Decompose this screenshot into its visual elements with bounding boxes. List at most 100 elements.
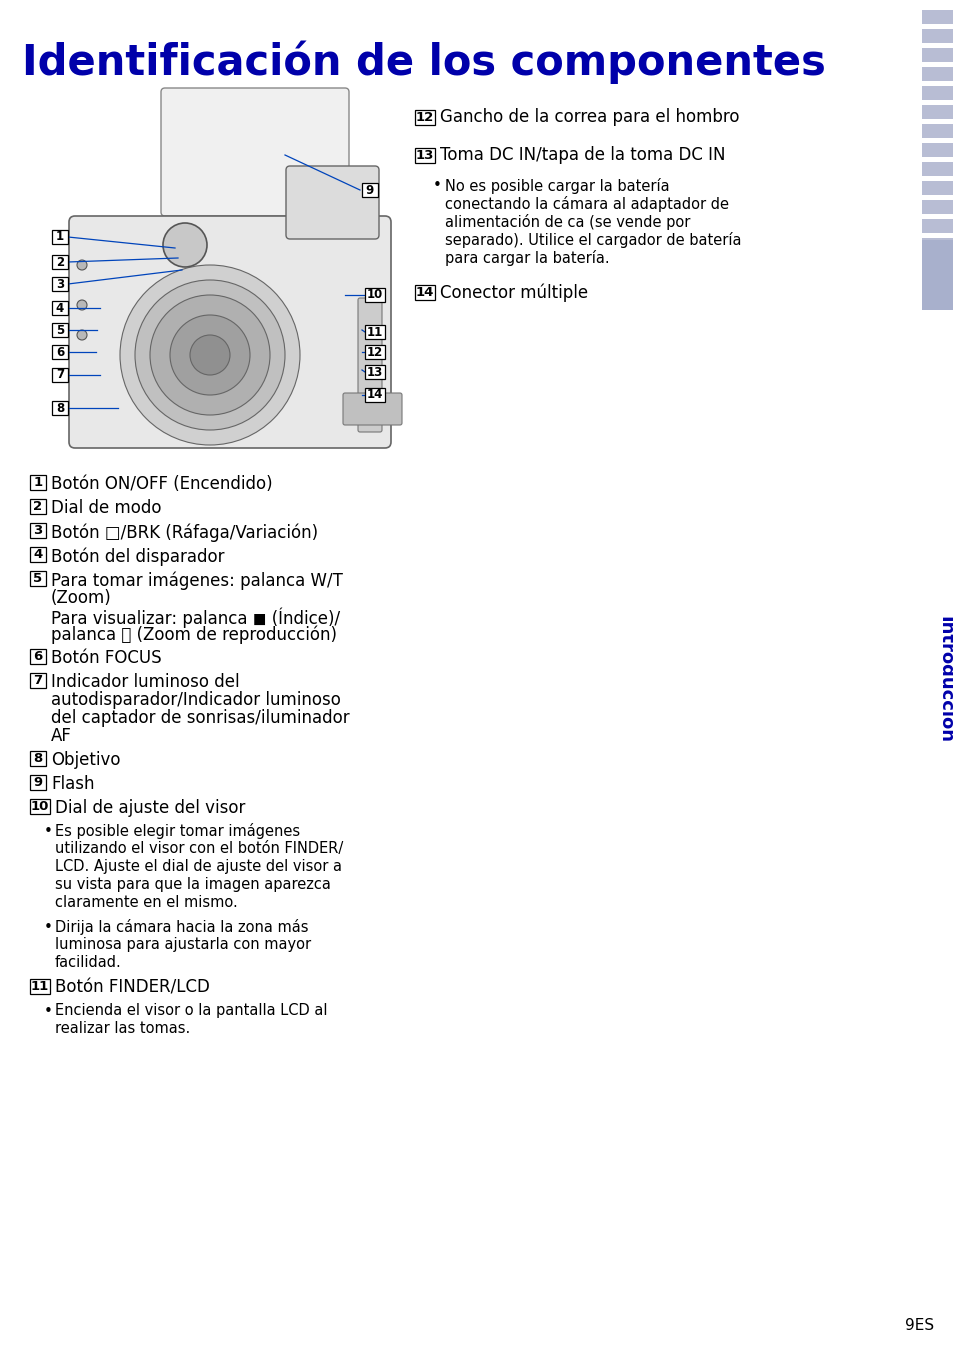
Circle shape <box>190 335 230 375</box>
Bar <box>415 285 435 300</box>
Text: Conector múltiple: Conector múltiple <box>439 284 587 301</box>
Text: Dial de ajuste del visor: Dial de ajuste del visor <box>55 799 245 817</box>
Bar <box>365 388 385 402</box>
Text: LCD. Ajuste el dial de ajuste del visor a: LCD. Ajuste el dial de ajuste del visor … <box>55 859 341 874</box>
Text: 7: 7 <box>56 369 64 381</box>
Circle shape <box>77 330 87 341</box>
Bar <box>921 218 953 233</box>
Text: Identificación de los componentes: Identificación de los componentes <box>22 41 825 84</box>
Bar <box>30 522 46 537</box>
Text: Introducción: Introducción <box>935 616 953 744</box>
Bar <box>921 47 953 62</box>
FancyBboxPatch shape <box>357 299 381 432</box>
Text: conectando la cámara al adaptador de: conectando la cámara al adaptador de <box>444 195 728 212</box>
FancyBboxPatch shape <box>69 216 391 448</box>
Bar <box>52 277 68 290</box>
Text: 9: 9 <box>366 183 374 197</box>
Text: utilizando el visor con el botón FINDER/: utilizando el visor con el botón FINDER/ <box>55 841 343 856</box>
Bar <box>30 571 46 586</box>
Text: 6: 6 <box>33 650 43 664</box>
Text: (Zoom): (Zoom) <box>51 589 112 607</box>
Text: 12: 12 <box>367 346 383 358</box>
Text: 5: 5 <box>33 573 43 585</box>
Text: No es posible cargar la batería: No es posible cargar la batería <box>444 178 669 194</box>
Bar <box>921 161 953 176</box>
Text: 14: 14 <box>366 388 383 402</box>
Bar <box>921 28 953 43</box>
Text: Toma DC IN/tapa de la toma DC IN: Toma DC IN/tapa de la toma DC IN <box>439 147 724 164</box>
Text: Flash: Flash <box>51 775 94 792</box>
Text: luminosa para ajustarla con mayor: luminosa para ajustarla con mayor <box>55 936 311 953</box>
Text: 6: 6 <box>56 346 64 358</box>
Circle shape <box>135 280 285 430</box>
Text: autodisparador/Indicador luminoso: autodisparador/Indicador luminoso <box>51 691 340 708</box>
Bar <box>30 673 46 688</box>
Bar <box>921 104 953 119</box>
Text: separado). Utilice el cargador de batería: separado). Utilice el cargador de baterí… <box>444 232 740 248</box>
Text: 10: 10 <box>30 801 50 813</box>
Text: Encienda el visor o la pantalla LCD al: Encienda el visor o la pantalla LCD al <box>55 1003 327 1018</box>
Text: 4: 4 <box>56 301 64 315</box>
Text: 2: 2 <box>56 255 64 269</box>
Text: 11: 11 <box>367 326 383 338</box>
Text: 8: 8 <box>33 752 43 765</box>
Bar <box>921 85 953 100</box>
Text: Objetivo: Objetivo <box>51 750 120 769</box>
Bar <box>30 499 46 514</box>
Text: 13: 13 <box>367 365 383 379</box>
Bar <box>30 978 50 993</box>
Bar <box>30 799 50 814</box>
Bar <box>921 66 953 81</box>
Bar <box>365 365 385 379</box>
Text: •: • <box>44 920 52 935</box>
Circle shape <box>170 315 250 395</box>
Text: realizar las tomas.: realizar las tomas. <box>55 1020 190 1035</box>
Bar <box>921 237 953 252</box>
Circle shape <box>77 300 87 309</box>
Text: Botón □/BRK (Ráfaga/Variación): Botón □/BRK (Ráfaga/Variación) <box>51 522 317 541</box>
Bar <box>52 368 68 383</box>
Text: Dial de modo: Dial de modo <box>51 499 161 517</box>
Text: palanca ⌕ (Zoom de reproducción): palanca ⌕ (Zoom de reproducción) <box>51 626 336 643</box>
Bar <box>921 180 953 195</box>
Text: claramente en el mismo.: claramente en el mismo. <box>55 896 237 911</box>
Bar <box>921 240 953 309</box>
Bar <box>52 402 68 415</box>
Bar <box>921 199 953 214</box>
Text: su vista para que la imagen aparezca: su vista para que la imagen aparezca <box>55 877 331 892</box>
Text: facilidad.: facilidad. <box>55 955 122 970</box>
Text: 1: 1 <box>56 231 64 243</box>
Text: Para tomar imágenes: palanca W/T: Para tomar imágenes: palanca W/T <box>51 571 342 589</box>
Bar <box>30 475 46 490</box>
Text: Gancho de la correa para el hombro: Gancho de la correa para el hombro <box>439 109 739 126</box>
Text: 2: 2 <box>33 499 43 513</box>
Text: Botón FINDER/LCD: Botón FINDER/LCD <box>55 978 210 997</box>
Text: 4: 4 <box>33 548 43 560</box>
Text: del captador de sonrisas/iluminador: del captador de sonrisas/iluminador <box>51 708 349 727</box>
Text: 3: 3 <box>33 524 43 537</box>
Bar <box>921 256 953 271</box>
Text: Botón ON/OFF (Encendido): Botón ON/OFF (Encendido) <box>51 475 273 493</box>
Bar <box>365 324 385 339</box>
Text: 12: 12 <box>416 111 434 123</box>
Bar <box>365 345 385 360</box>
Text: para cargar la batería.: para cargar la batería. <box>444 250 609 266</box>
Text: Botón del disparador: Botón del disparador <box>51 547 224 566</box>
Bar <box>415 148 435 163</box>
Bar <box>52 229 68 244</box>
Text: 9ES: 9ES <box>904 1318 934 1333</box>
Bar <box>52 345 68 360</box>
Text: 8: 8 <box>56 402 64 414</box>
Text: 5: 5 <box>56 323 64 337</box>
Bar <box>30 649 46 664</box>
Text: 14: 14 <box>416 286 434 299</box>
Bar <box>415 110 435 125</box>
Bar <box>365 288 385 303</box>
Bar <box>52 301 68 315</box>
Text: 13: 13 <box>416 149 434 161</box>
Circle shape <box>120 265 299 445</box>
Circle shape <box>150 294 270 415</box>
Text: 10: 10 <box>367 289 383 301</box>
Text: 1: 1 <box>33 476 43 489</box>
Text: Indicador luminoso del: Indicador luminoso del <box>51 673 239 691</box>
